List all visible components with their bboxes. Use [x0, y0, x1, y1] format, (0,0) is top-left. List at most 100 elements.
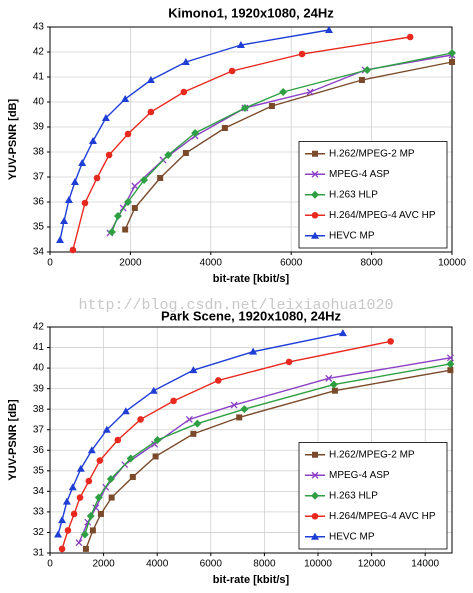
y-axis-label: YUV-PSNR [dB]: [7, 99, 19, 181]
marker: [164, 151, 173, 159]
y-tick-label: 35: [33, 222, 45, 233]
y-tick-label: 39: [33, 383, 45, 394]
legend-marker: [312, 150, 318, 157]
marker: [122, 226, 129, 233]
marker: [75, 539, 83, 547]
y-tick-label: 37: [33, 424, 45, 435]
x-tick-label: 10000: [304, 559, 332, 570]
marker: [170, 397, 177, 405]
marker: [62, 497, 71, 505]
legend-marker: [311, 211, 319, 219]
legend-label: H.262/MPEG-2 MP: [329, 148, 415, 159]
x-tick-label: 0: [47, 559, 53, 570]
marker: [325, 374, 333, 382]
series-line: [57, 332, 344, 535]
legend: H.262/MPEG-2 MP MPEG-4 ASP H.263 HLP H.264/…: [298, 141, 448, 249]
marker: [191, 129, 200, 137]
y-tick-label: 42: [33, 322, 45, 333]
marker: [181, 58, 190, 65]
marker: [58, 516, 67, 524]
marker: [89, 137, 98, 144]
marker: [236, 41, 245, 48]
marker: [58, 545, 66, 553]
x-tick-label: 4000: [200, 258, 223, 269]
legend-label: H.264/MPEG-4 AVC HP: [329, 511, 436, 522]
marker: [358, 77, 365, 83]
legend-marker: [311, 471, 319, 479]
marker: [93, 174, 101, 182]
marker: [137, 416, 144, 423]
marker: [70, 178, 79, 185]
marker: [338, 329, 347, 337]
x-tick-label: 6000: [280, 258, 303, 269]
marker: [113, 212, 122, 220]
series: [58, 338, 394, 553]
marker: [221, 125, 228, 131]
marker: [78, 159, 87, 166]
series: [54, 329, 347, 538]
x-tick-label: 6000: [200, 559, 223, 570]
legend-marker: [311, 532, 319, 540]
marker: [126, 454, 135, 463]
marker: [406, 33, 414, 41]
legend-marker: [311, 491, 319, 500]
series: [122, 59, 455, 233]
y-tick-label: 41: [33, 72, 45, 83]
marker: [153, 436, 162, 444]
chart-title: Kimono1, 1920x1080, 24Hz: [168, 5, 334, 20]
x-tick-label: 2000: [119, 258, 142, 269]
marker: [298, 50, 306, 58]
marker: [240, 104, 249, 112]
series: [107, 49, 456, 236]
y-tick-label: 40: [33, 363, 45, 374]
marker: [60, 217, 69, 224]
marker: [85, 477, 93, 485]
marker: [86, 512, 95, 521]
series: [82, 367, 454, 552]
marker: [152, 453, 159, 460]
marker: [149, 386, 158, 394]
x-tick-label: 12000: [358, 559, 386, 570]
marker: [124, 130, 132, 138]
marker: [387, 338, 394, 345]
x-axis-label: bit-rate [kbit/s]: [213, 273, 290, 285]
legend-marker: [311, 190, 319, 199]
legend-marker: [311, 231, 319, 239]
marker: [180, 88, 188, 96]
series-line: [124, 61, 453, 230]
marker: [140, 176, 149, 184]
series-line: [85, 369, 451, 550]
marker: [147, 108, 155, 116]
legend-marker: [311, 512, 319, 520]
legend-label: H.264/MPEG-4 AVC HP: [329, 210, 436, 221]
marker: [131, 205, 138, 211]
marker: [101, 114, 110, 121]
marker: [131, 182, 139, 190]
marker: [285, 358, 293, 366]
series: [80, 359, 455, 539]
y-tick-label: 43: [33, 22, 45, 33]
y-tick-label: 39: [33, 122, 45, 133]
marker: [94, 493, 103, 502]
marker: [240, 405, 249, 414]
marker: [324, 26, 333, 33]
marker: [215, 377, 222, 384]
marker: [331, 387, 338, 394]
series-line: [72, 36, 411, 251]
marker: [64, 196, 73, 203]
y-tick-label: 36: [33, 197, 45, 208]
marker: [87, 446, 96, 454]
marker: [189, 366, 198, 374]
marker: [81, 199, 89, 207]
marker: [70, 510, 78, 518]
marker: [89, 527, 96, 534]
series: [56, 26, 333, 243]
marker: [106, 475, 115, 484]
legend: H.262/MPEG-2 MP MPEG-4 ASP H.263 HLP H.264/…: [298, 442, 448, 550]
y-tick-label: 38: [33, 147, 45, 158]
marker: [190, 430, 197, 437]
x-tick-label: 4000: [146, 559, 169, 570]
marker: [279, 88, 288, 96]
marker: [306, 88, 314, 96]
